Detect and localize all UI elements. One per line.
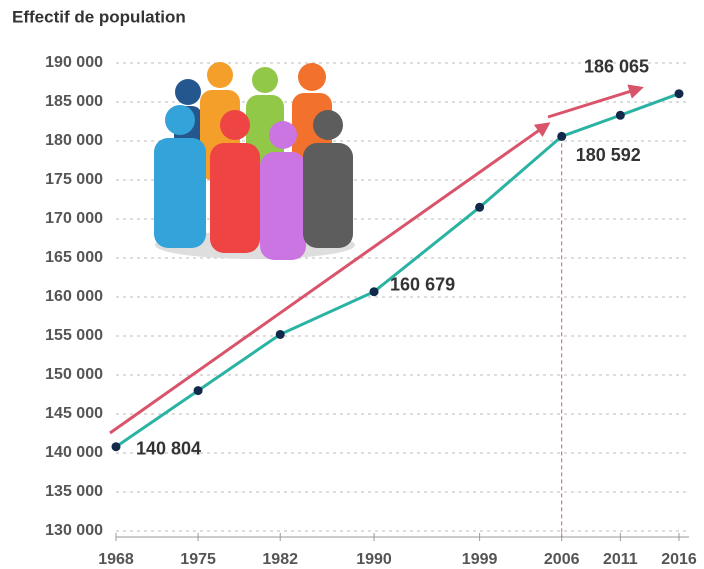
marker [369, 287, 379, 297]
y-tick-label: 155 000 [45, 327, 103, 344]
marker [275, 329, 285, 339]
line [115, 92, 680, 448]
y-tick-label: 185 000 [45, 93, 103, 110]
x-tick-label: 1975 [180, 551, 216, 568]
marker [111, 442, 121, 452]
marker [615, 110, 625, 120]
y-tick-label: 190 000 [45, 54, 103, 71]
y-tick-label: 145 000 [45, 405, 103, 422]
trend-arrow [547, 84, 644, 119]
marker [557, 131, 567, 141]
x-tick-label: 1990 [356, 551, 392, 568]
data-label: 160 679 [390, 274, 455, 294]
y-tick-label: 135 000 [45, 483, 103, 500]
y-tick-label: 175 000 [45, 171, 103, 188]
data-label: 140 804 [136, 438, 201, 458]
y-tick-label: 140 000 [45, 444, 103, 461]
data-label: 186 065 [584, 56, 649, 76]
x-tick-label: 2006 [544, 551, 580, 568]
y-tick-label: 130 000 [45, 522, 103, 539]
y-tick-label: 180 000 [45, 132, 103, 149]
y-tick-label: 170 000 [45, 210, 103, 227]
y-tick-label: 160 000 [45, 288, 103, 305]
y-tick-label: 150 000 [45, 366, 103, 383]
marker [475, 202, 485, 212]
data-label: 180 592 [576, 145, 641, 165]
x-tick-label: 1999 [462, 551, 498, 568]
people-illustration [154, 62, 355, 260]
marker [193, 386, 203, 396]
chart-title: Effectif de population [12, 7, 186, 26]
trend-arrow [109, 122, 551, 435]
marker [674, 89, 684, 99]
x-tick-label: 1968 [98, 551, 134, 568]
x-tick-label: 1982 [262, 551, 298, 568]
x-tick-label: 2011 [603, 551, 638, 568]
y-tick-label: 165 000 [45, 249, 103, 266]
x-tick-label: 2016 [661, 551, 697, 568]
